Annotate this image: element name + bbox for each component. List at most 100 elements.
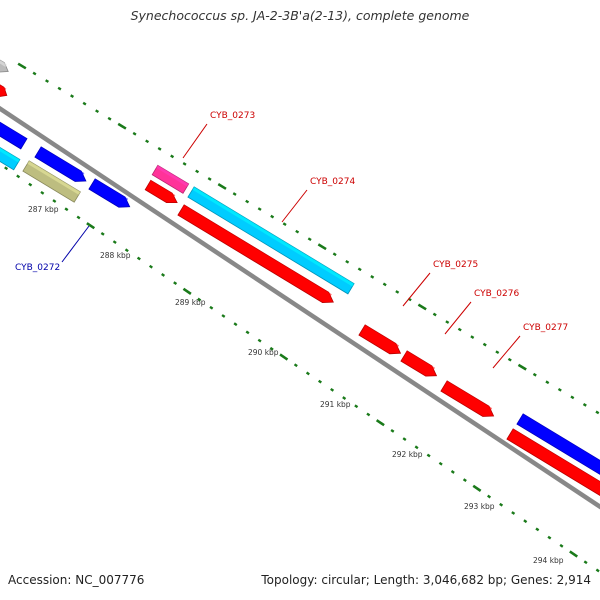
tick-mark <box>157 146 162 151</box>
tick-mark <box>295 229 300 234</box>
scale-label: 288 kbp <box>100 251 131 260</box>
feature-red-top-highlight <box>0 84 7 92</box>
feature-red-small <box>144 179 178 204</box>
tick-mark <box>95 109 100 114</box>
tick-mark <box>233 322 238 327</box>
scale-label: 292 kbp <box>392 450 423 459</box>
feature-red-276 <box>400 350 438 377</box>
tick-mark <box>76 215 81 220</box>
tick-mark <box>107 116 112 121</box>
tick-mark <box>559 543 564 548</box>
tick-mark <box>370 275 375 279</box>
tick-mark <box>136 256 141 261</box>
tick-mark <box>64 207 69 212</box>
tick-mark <box>345 259 350 264</box>
tick-mark <box>293 363 298 368</box>
tick-mark <box>511 511 516 515</box>
tick-mark <box>317 379 322 384</box>
backbone-line <box>0 105 600 510</box>
tick-mark <box>82 101 87 106</box>
tick-mark <box>595 568 600 573</box>
tick-mark <box>269 346 274 351</box>
tick-mark <box>148 264 153 269</box>
tick-mark <box>145 139 150 144</box>
gene-label-leader <box>61 225 90 263</box>
tick-mark <box>445 320 450 324</box>
gene-label-leader <box>402 272 431 307</box>
tick-mark <box>257 207 262 211</box>
tick-mark <box>342 396 347 400</box>
tick-mark <box>332 252 337 257</box>
tick-mark <box>532 372 537 377</box>
tick-mark <box>4 166 9 171</box>
tick-mark <box>482 342 487 347</box>
tick-mark <box>86 222 96 230</box>
feature-red-276-highlight <box>405 350 435 371</box>
tick-mark <box>595 410 600 415</box>
gene-label: CYB_0276 <box>474 289 519 299</box>
tick-mark <box>197 297 202 302</box>
gene-label: CYB_0277 <box>523 323 568 333</box>
tick-mark <box>517 363 527 371</box>
tick-mark <box>470 335 475 339</box>
gene-label-leader <box>492 335 521 369</box>
tick-mark <box>182 162 187 166</box>
accession-label: Accession: NC_007776 <box>8 573 145 587</box>
feature-red-long <box>177 204 334 304</box>
feature-cyan-long <box>187 186 355 295</box>
tick-mark <box>245 330 250 335</box>
tick-mark <box>307 237 312 242</box>
tick-mark <box>438 461 443 466</box>
tick-mark <box>132 131 137 136</box>
tick-mark <box>499 502 504 507</box>
tick-mark <box>547 535 552 540</box>
tick-mark <box>257 338 262 343</box>
feature-blue-1-highlight <box>0 122 27 142</box>
inner-tick-track <box>4 166 600 573</box>
tick-mark <box>209 305 214 310</box>
scale-label: 291 kbp <box>320 400 351 409</box>
tick-mark <box>245 199 250 204</box>
tick-mark <box>414 445 419 450</box>
feature-red-277 <box>440 380 495 417</box>
tick-mark <box>417 303 427 311</box>
gene-label: CYB_0274 <box>310 177 355 187</box>
feature-blue-2 <box>34 146 87 182</box>
tick-mark <box>232 192 237 196</box>
tick-mark <box>545 380 550 385</box>
tick-mark <box>52 199 57 203</box>
gene-label-leader <box>182 123 208 159</box>
tick-mark <box>117 122 127 130</box>
genome-summary: Topology: circular; Length: 3,046,682 bp… <box>261 573 591 587</box>
tick-mark <box>195 169 200 174</box>
tick-mark <box>507 357 512 362</box>
scale-label: 293 kbp <box>464 502 495 511</box>
tick-mark <box>583 560 588 565</box>
tick-mark <box>270 214 275 219</box>
gene-label-leader <box>281 189 308 223</box>
tick-mark <box>557 387 562 392</box>
tick-mark <box>395 290 400 294</box>
feature-blue-end-highlight <box>521 413 600 465</box>
tick-mark <box>70 94 75 98</box>
tick-mark <box>57 86 62 91</box>
gene-label-leader <box>444 301 472 335</box>
tick-mark <box>357 267 362 272</box>
gene-label: CYB_0275 <box>433 260 478 270</box>
tick-mark <box>487 494 492 499</box>
tick-mark <box>173 281 178 286</box>
tick-mark <box>330 387 335 392</box>
tick-mark <box>124 248 129 253</box>
tick-mark <box>366 412 371 417</box>
tick-mark <box>570 395 575 400</box>
tick-mark <box>221 314 226 318</box>
tick-mark <box>450 470 455 474</box>
gene-label: CYB_0273 <box>210 111 255 121</box>
tick-mark <box>535 527 540 532</box>
feature-gray-highlight <box>0 60 8 67</box>
feature-pink-highlight <box>156 165 189 187</box>
page-title: Synechococcus sp. JA-2-3B'a(2-13), compl… <box>130 8 470 23</box>
tick-mark <box>457 327 462 332</box>
